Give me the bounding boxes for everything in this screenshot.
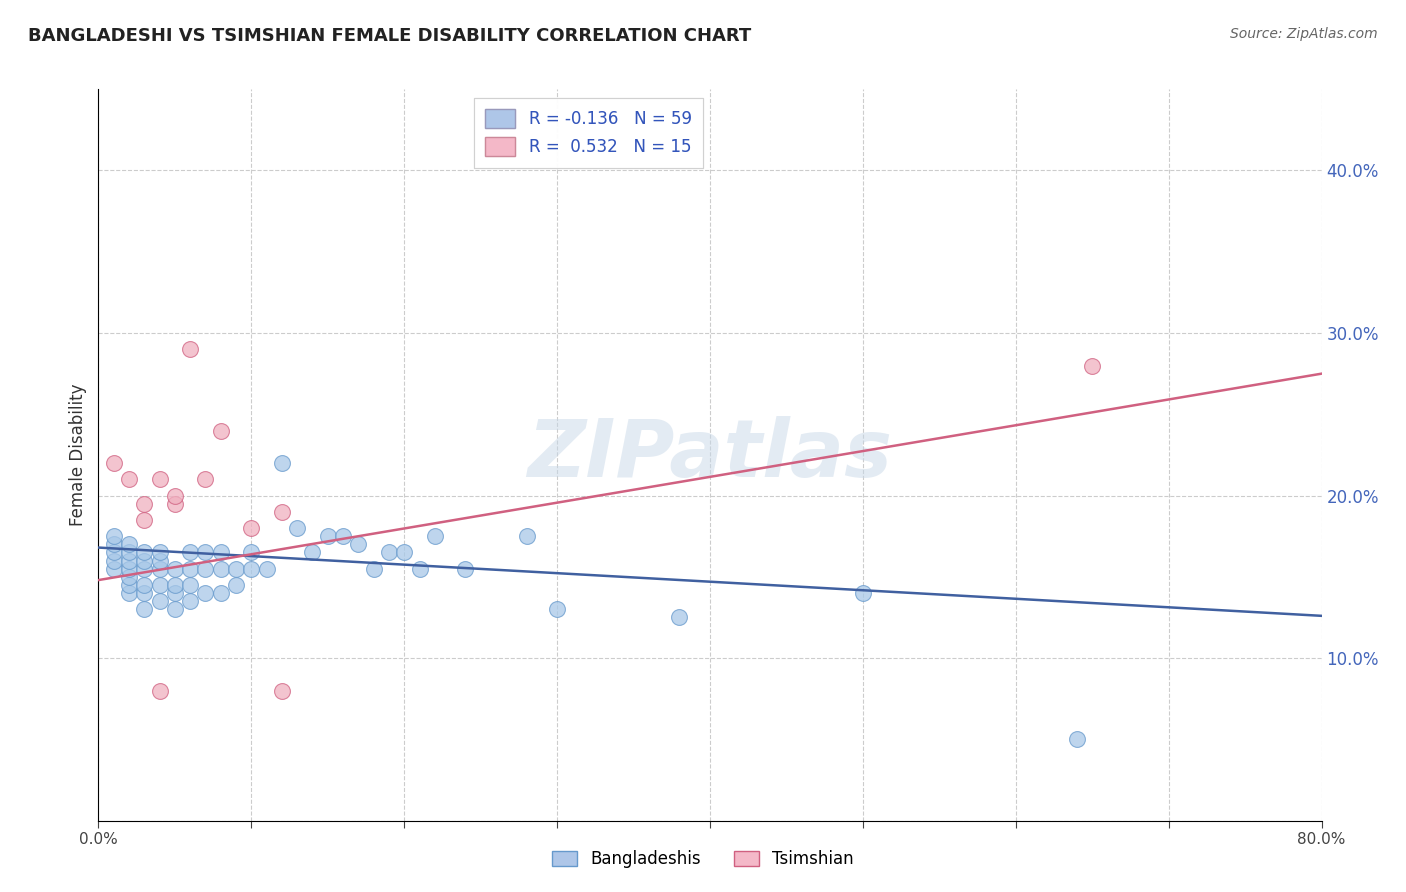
Point (516, 529, 538, 543)
Point (149, 578, 172, 592)
Point (149, 472, 172, 486)
Point (179, 343, 201, 357)
Point (852, 586, 875, 600)
Point (163, 497, 186, 511)
Point (149, 562, 172, 576)
Point (149, 683, 172, 698)
Point (103, 562, 125, 576)
Point (103, 553, 125, 567)
Point (209, 545, 232, 559)
Point (546, 602, 568, 616)
Point (225, 562, 247, 576)
Point (209, 586, 232, 600)
Point (118, 545, 141, 559)
Point (118, 578, 141, 592)
Point (149, 594, 172, 608)
Point (332, 529, 354, 543)
Point (179, 545, 201, 559)
Point (134, 586, 156, 600)
Point (423, 529, 446, 543)
Point (270, 456, 292, 470)
Point (194, 472, 217, 486)
Point (316, 529, 339, 543)
Point (163, 586, 186, 600)
Point (194, 545, 217, 559)
Point (209, 562, 232, 576)
Point (134, 553, 156, 567)
Point (378, 545, 401, 559)
Point (163, 489, 186, 503)
Point (454, 562, 477, 576)
Point (134, 513, 156, 527)
Point (285, 521, 308, 535)
Point (163, 578, 186, 592)
Point (225, 578, 247, 592)
Point (118, 562, 141, 576)
Point (194, 586, 217, 600)
Point (240, 521, 263, 535)
Point (134, 545, 156, 559)
Point (209, 424, 232, 438)
Point (103, 545, 125, 559)
Point (103, 529, 125, 543)
Point (149, 545, 172, 559)
Point (134, 578, 156, 592)
Point (194, 562, 217, 576)
Legend: R = -0.136   N = 59, R =  0.532   N = 15: R = -0.136 N = 59, R = 0.532 N = 15 (474, 97, 703, 168)
Point (240, 562, 263, 576)
Point (179, 578, 201, 592)
Point (179, 594, 201, 608)
Point (240, 545, 263, 559)
Point (118, 570, 141, 584)
Point (103, 537, 125, 551)
Point (668, 610, 690, 624)
Point (301, 545, 323, 559)
Point (134, 602, 156, 616)
Point (1066, 732, 1088, 747)
Text: BANGLADESHI VS TSIMSHIAN FEMALE DISABILITY CORRELATION CHART: BANGLADESHI VS TSIMSHIAN FEMALE DISABILI… (28, 27, 751, 45)
Point (392, 545, 416, 559)
Point (118, 586, 141, 600)
Point (408, 562, 430, 576)
Point (134, 497, 156, 511)
Point (270, 505, 292, 519)
Point (103, 456, 125, 470)
Point (118, 537, 141, 551)
Legend: Bangladeshis, Tsimshian: Bangladeshis, Tsimshian (546, 844, 860, 875)
Point (118, 553, 141, 567)
Point (179, 562, 201, 576)
Text: Source: ZipAtlas.com: Source: ZipAtlas.com (1230, 27, 1378, 41)
Point (347, 537, 370, 551)
Point (256, 562, 278, 576)
Point (163, 602, 186, 616)
Point (270, 683, 292, 698)
Point (363, 562, 385, 576)
Point (1081, 359, 1104, 373)
Point (134, 562, 156, 576)
Point (163, 562, 186, 576)
Point (118, 472, 141, 486)
Point (149, 553, 172, 567)
Text: ZIPatlas: ZIPatlas (527, 416, 893, 494)
Y-axis label: Female Disability: Female Disability (69, 384, 87, 526)
